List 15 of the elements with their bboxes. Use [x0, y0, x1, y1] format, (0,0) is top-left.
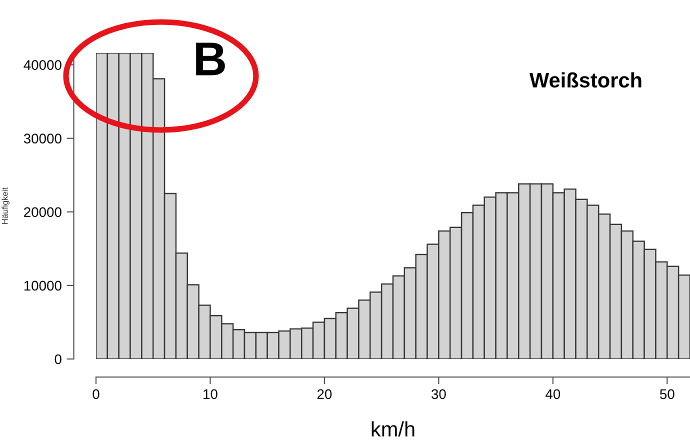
annotation: B: [196, 42, 225, 76]
y-tick-label: 0: [54, 354, 62, 364]
x-tick-label: 10: [204, 389, 218, 400]
x-tick-label: 30: [432, 389, 446, 400]
y-tick-label: 10000: [24, 280, 62, 291]
x-tick-label: 20: [317, 389, 332, 400]
y-axis-title: Häufigkeit: [2, 188, 10, 224]
x-tick-label: 50: [660, 389, 674, 400]
y-tick-label: 20000: [24, 207, 62, 218]
y-tick-label: 40000: [24, 60, 62, 70]
x-tick-label: 0: [92, 389, 100, 400]
text: Weißstorch: [529, 72, 642, 88]
x-tick-label: 40: [546, 389, 560, 400]
x-axis-title: km/h: [372, 421, 414, 437]
y-tick-label: 30000: [24, 134, 62, 144]
